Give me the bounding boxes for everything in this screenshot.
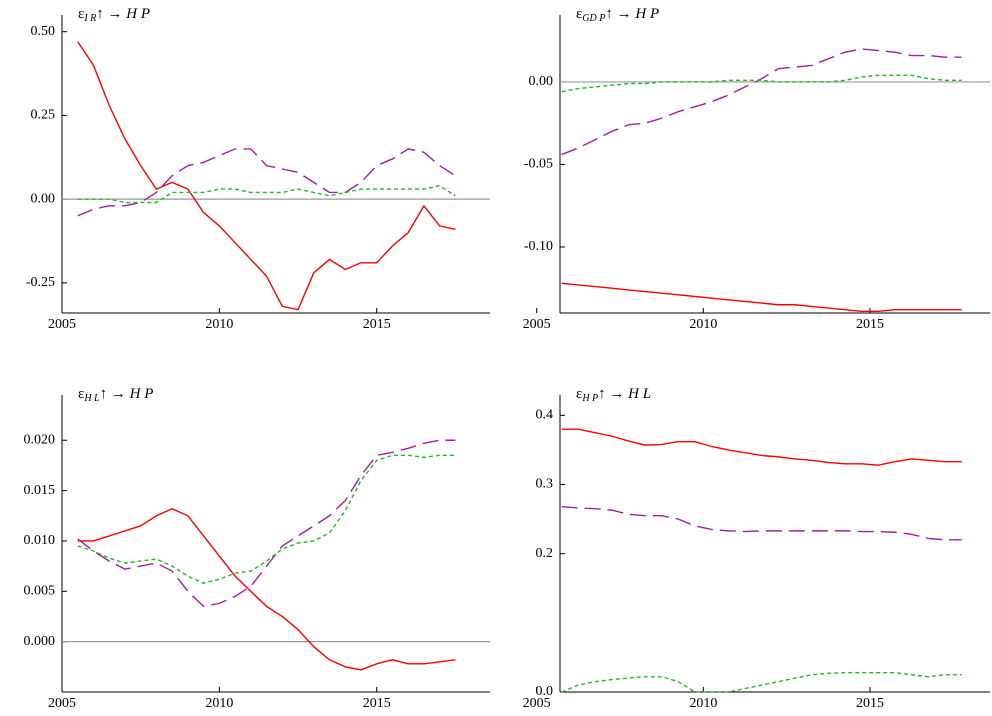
y-tick-label: 0.015: [24, 483, 56, 498]
series-line: [561, 282, 962, 313]
chart-title: εH P↑ → H L: [576, 386, 651, 404]
y-tick-label: 0.4: [536, 408, 554, 423]
series-line: [77, 439, 456, 608]
x-tick-label: 2005: [523, 317, 551, 332]
panel: 0.020 0.015 0.010 0.005 0.000 2005 2010 2015 εH …: [24, 386, 490, 711]
title-text: ↑ → H L: [598, 386, 651, 402]
x-tick-label: 2010: [205, 696, 233, 711]
y-tick-label: 0.00: [529, 74, 554, 89]
series-line: [561, 505, 962, 541]
x-tick-label: 2005: [48, 317, 76, 332]
title-symbol: ε: [78, 386, 84, 402]
x-tick-label: 2015: [363, 317, 391, 332]
y-tick-label: 0.3: [536, 477, 554, 492]
chart-title: εI R↑ → H P: [78, 6, 150, 24]
series-line: [77, 184, 456, 204]
title-subscript: I R: [83, 13, 96, 24]
y-tick-label: -0.25: [26, 275, 55, 290]
panel: 0.50 0.25 0.00 -0.25 2005 2010 2015 εI R↑ → H P: [26, 6, 490, 332]
y-tick-label: 0.005: [24, 584, 56, 599]
title-subscript: GD P: [582, 13, 605, 24]
title-text: ↑ → H P: [100, 386, 154, 402]
series-line: [77, 41, 456, 311]
x-tick-label: 2015: [856, 317, 884, 332]
panel: 0.00 -0.05 -0.10 2005 2010 2015 εGD P↑ → H P: [523, 6, 990, 332]
title-subscript: H L: [83, 393, 100, 404]
series-line: [561, 74, 962, 93]
series-line: [561, 671, 962, 693]
series-line: [561, 428, 962, 466]
series-line: [77, 148, 456, 217]
y-tick-label: 0.0: [536, 684, 554, 699]
title-text: ↑ → H P: [96, 6, 150, 22]
chart-title: εH L↑ → H P: [78, 386, 153, 404]
title-text: ↑ → H P: [605, 6, 659, 22]
title-symbol: ε: [576, 6, 582, 22]
title-symbol: ε: [576, 386, 582, 402]
chart-title: εGD P↑ → H P: [576, 6, 659, 24]
series-line: [77, 454, 456, 584]
title-subscript: H P: [581, 393, 598, 404]
y-tick-label: 0.000: [24, 634, 56, 649]
y-tick-label: 0.50: [31, 24, 56, 39]
title-symbol: ε: [78, 6, 84, 22]
y-tick-label: 0.00: [31, 191, 56, 206]
y-tick-label: 0.020: [24, 432, 56, 447]
x-tick-label: 2015: [856, 696, 884, 711]
x-tick-label: 2010: [689, 696, 717, 711]
x-tick-label: 2010: [689, 317, 717, 332]
x-tick-label: 2015: [363, 696, 391, 711]
x-tick-label: 2005: [523, 696, 551, 711]
series-line: [77, 507, 456, 671]
series-line: [561, 48, 962, 156]
y-tick-label: -0.05: [524, 157, 553, 172]
y-tick-label: 0.010: [24, 533, 56, 548]
x-tick-label: 2010: [205, 317, 233, 332]
y-tick-label: 0.25: [31, 108, 56, 123]
y-tick-label: 0.2: [536, 546, 554, 561]
x-tick-label: 2005: [48, 696, 76, 711]
y-tick-label: -0.10: [524, 239, 553, 254]
